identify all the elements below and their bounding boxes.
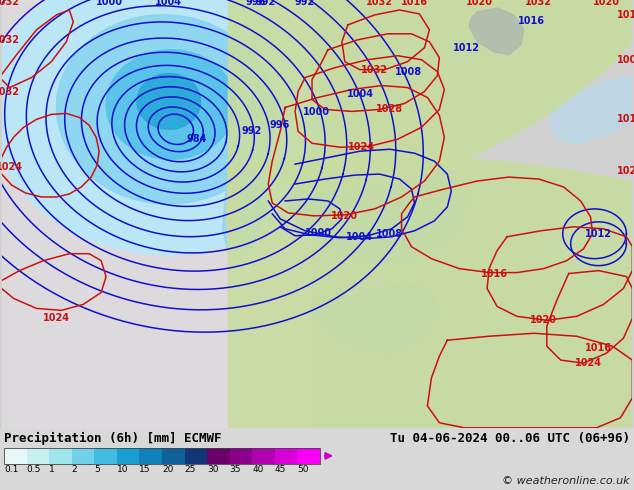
Text: 20: 20 — [162, 465, 173, 474]
Bar — [184, 448, 207, 464]
Text: 25: 25 — [184, 465, 196, 474]
Text: 1008: 1008 — [376, 229, 403, 239]
Text: 30: 30 — [207, 465, 219, 474]
Text: 1020: 1020 — [593, 0, 620, 7]
Text: 1024: 1024 — [43, 313, 70, 323]
Text: 1000: 1000 — [96, 0, 122, 7]
Text: 1020: 1020 — [332, 211, 358, 221]
Bar — [275, 448, 297, 464]
Text: 40: 40 — [252, 465, 264, 474]
Text: 984: 984 — [186, 134, 207, 144]
Bar — [162, 448, 184, 464]
Text: 1000: 1000 — [304, 228, 332, 238]
Polygon shape — [228, 154, 632, 428]
Text: 15: 15 — [139, 465, 151, 474]
Polygon shape — [551, 74, 632, 144]
Bar — [72, 448, 94, 464]
Polygon shape — [544, 204, 632, 289]
Text: 1016: 1016 — [481, 269, 508, 279]
Polygon shape — [228, 0, 632, 191]
Text: 35: 35 — [230, 465, 241, 474]
Text: 45: 45 — [275, 465, 286, 474]
Polygon shape — [106, 50, 235, 159]
Text: 1016: 1016 — [401, 0, 428, 7]
Text: 1024: 1024 — [0, 162, 23, 172]
Polygon shape — [310, 284, 439, 353]
Bar — [252, 448, 275, 464]
Text: 1012: 1012 — [585, 229, 612, 239]
Text: 1032: 1032 — [0, 0, 20, 7]
Bar — [230, 448, 252, 464]
Text: 1016: 1016 — [519, 16, 545, 25]
Text: 1024: 1024 — [617, 166, 634, 176]
Text: Tu 04-06-2024 00..06 UTC (06+96): Tu 04-06-2024 00..06 UTC (06+96) — [390, 432, 630, 445]
Bar — [207, 448, 230, 464]
Text: 1024: 1024 — [575, 358, 602, 368]
Polygon shape — [56, 15, 275, 204]
Bar — [117, 448, 139, 464]
Text: 1032: 1032 — [366, 0, 393, 7]
Text: 0.5: 0.5 — [27, 465, 41, 474]
Polygon shape — [223, 164, 268, 259]
Text: 1024: 1024 — [348, 142, 375, 152]
Text: 1012: 1012 — [453, 43, 480, 53]
Polygon shape — [137, 74, 200, 129]
Text: 1032: 1032 — [361, 65, 388, 74]
Text: 1032: 1032 — [0, 35, 20, 45]
Text: 996: 996 — [269, 121, 290, 130]
Polygon shape — [2, 0, 310, 428]
Bar — [94, 448, 117, 464]
Text: 50: 50 — [297, 465, 309, 474]
Text: 1028: 1028 — [376, 104, 403, 115]
Text: 1020: 1020 — [530, 316, 557, 325]
Bar — [4, 448, 27, 464]
Bar — [27, 448, 49, 464]
Text: 1016: 1016 — [617, 10, 634, 20]
Text: 2: 2 — [72, 465, 77, 474]
Text: 1032: 1032 — [0, 87, 20, 97]
Polygon shape — [469, 8, 524, 55]
Text: 5: 5 — [94, 465, 100, 474]
Polygon shape — [0, 0, 324, 255]
Text: 1032: 1032 — [526, 0, 552, 7]
Text: 992: 992 — [255, 0, 275, 7]
Text: Precipitation (6h) [mm] ECMWF: Precipitation (6h) [mm] ECMWF — [4, 432, 221, 445]
Text: 992: 992 — [295, 0, 315, 7]
Text: 1: 1 — [49, 465, 55, 474]
Text: 1004: 1004 — [155, 0, 182, 7]
Polygon shape — [226, 164, 242, 257]
Text: 1016: 1016 — [585, 343, 612, 353]
Text: 1004: 1004 — [617, 55, 634, 65]
Text: 1008: 1008 — [396, 67, 422, 77]
Polygon shape — [285, 159, 469, 264]
Text: © weatheronline.co.uk: © weatheronline.co.uk — [502, 476, 630, 486]
Text: 1004: 1004 — [346, 232, 373, 242]
Text: 0.1: 0.1 — [4, 465, 18, 474]
Text: 996: 996 — [245, 0, 266, 7]
Bar — [49, 448, 72, 464]
Text: 992: 992 — [241, 126, 261, 136]
Bar — [139, 448, 162, 464]
Text: 1000: 1000 — [304, 107, 330, 117]
Text: 1020: 1020 — [465, 0, 493, 7]
Bar — [4, 448, 320, 464]
Text: 10: 10 — [117, 465, 128, 474]
Text: 1004: 1004 — [347, 89, 374, 99]
Bar — [297, 448, 320, 464]
Text: 1012: 1012 — [617, 114, 634, 124]
